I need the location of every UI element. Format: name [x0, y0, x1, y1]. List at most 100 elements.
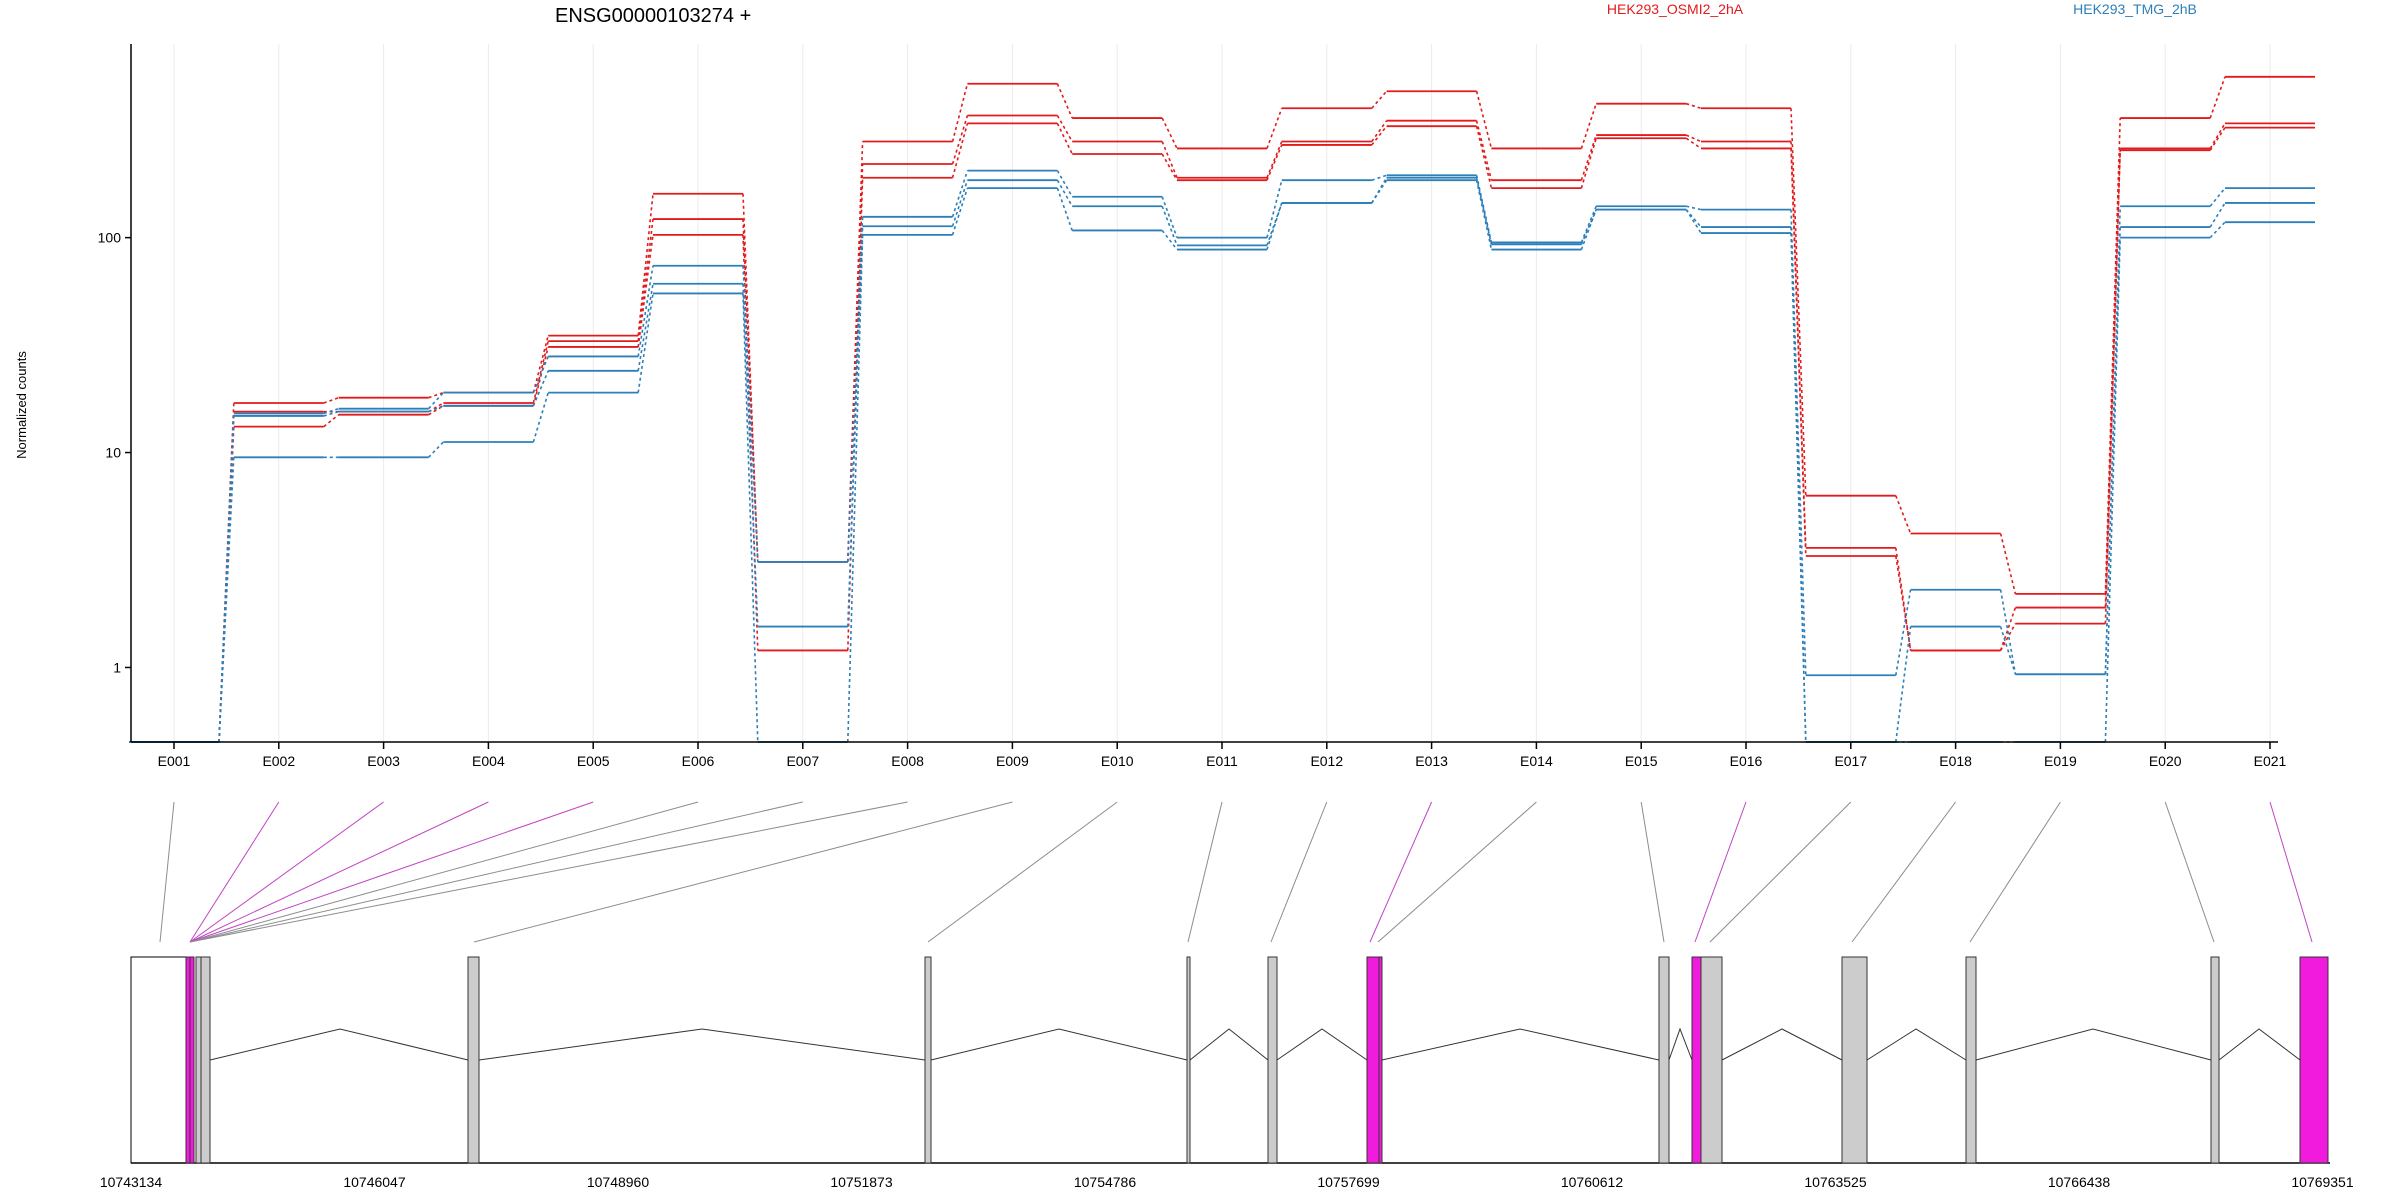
- intron: [1721, 1028, 1843, 1061]
- series-connector: [1475, 126, 1493, 189]
- series-connector: [428, 405, 444, 413]
- chart-title: ENSG00000103274 +: [555, 5, 751, 27]
- exon-connector: [1369, 801, 1433, 943]
- y-tick-label: 10: [105, 445, 121, 461]
- exon-connector: [1709, 801, 1852, 943]
- exon-connector: [473, 801, 1013, 943]
- series-connector: [1895, 626, 1912, 743]
- series-connector: [1580, 103, 1597, 149]
- series-connector: [1161, 153, 1178, 181]
- x-tick-label: E012: [1310, 753, 1343, 769]
- series-connector: [2209, 202, 2226, 228]
- series-connector: [847, 226, 864, 627]
- series-connector: [1371, 125, 1388, 146]
- series-connector: [1685, 134, 1702, 143]
- y-tick-label: 100: [98, 230, 122, 246]
- series-connector: [2104, 150, 2121, 624]
- exon-box: [1366, 956, 1380, 1164]
- series-connector: [532, 335, 549, 393]
- series-connector: [1266, 107, 1283, 149]
- exon-connector: [1640, 801, 1665, 943]
- exon-box: [1700, 956, 1723, 1164]
- exon-box: [1658, 956, 1670, 1164]
- genome-coordinate-label: 10754786: [1074, 1174, 1137, 1190]
- series-connector: [637, 283, 654, 371]
- exon-connector: [189, 801, 594, 943]
- series-connector: [1056, 83, 1073, 119]
- series-connector: [428, 392, 444, 410]
- exon-box: [189, 956, 195, 1164]
- intron: [1975, 1028, 2212, 1061]
- exon-box: [185, 956, 191, 1164]
- exon-connector: [1187, 801, 1223, 943]
- series-connector: [1056, 115, 1073, 142]
- series-connector: [532, 370, 549, 407]
- genome-coordinate-label: 10763525: [1804, 1174, 1867, 1190]
- series-connector: [1685, 102, 1702, 109]
- x-tick-label: E007: [786, 753, 819, 769]
- x-tick-label: E009: [996, 753, 1029, 769]
- series-connector: [428, 391, 444, 399]
- x-tick-label: E004: [472, 753, 505, 769]
- x-tick-label: E003: [367, 753, 400, 769]
- genome-coordinate-label: 10743134: [100, 1174, 163, 1190]
- series-connector: [1790, 209, 1807, 676]
- intron: [1381, 1028, 1660, 1061]
- genome-coordinate-label: 10748960: [587, 1174, 650, 1190]
- series-connector: [1685, 209, 1702, 228]
- series-connector: [218, 457, 235, 743]
- grid-lines: [173, 44, 2271, 742]
- series-connector: [1371, 174, 1387, 181]
- x-tick-label: E011: [1206, 753, 1238, 769]
- series-connector: [951, 179, 969, 227]
- genome-coordinate-label: 10757699: [1317, 1174, 1380, 1190]
- series-connector: [1580, 209, 1597, 250]
- series-connector: [1999, 623, 2017, 651]
- x-tick-label: E013: [1415, 753, 1448, 769]
- exon-box: [1267, 956, 1278, 1164]
- exon-box: [2210, 956, 2220, 1164]
- exon-connector: [1969, 801, 2061, 943]
- series-connector: [1161, 196, 1178, 238]
- exon-connector: [2269, 801, 2313, 943]
- series-connector: [847, 234, 864, 743]
- exon-box: [1186, 956, 1191, 1164]
- series-connector: [1895, 555, 1912, 651]
- series-connector: [2104, 237, 2121, 743]
- series-connector: [1266, 144, 1283, 181]
- genome-coordinate-label: 10766438: [2048, 1174, 2111, 1190]
- gene-model: 10743134 10746047 10748960 10751873 10754786…: [100, 956, 2354, 1190]
- series-connector: [1685, 209, 1702, 234]
- series-connector: [1999, 626, 2017, 675]
- exon-connector: [189, 801, 803, 943]
- exon-box: [1378, 956, 1383, 1164]
- series-connector: [1371, 179, 1388, 204]
- series-connector: [1161, 205, 1178, 246]
- exon-connector: [189, 801, 280, 943]
- x-tick-label: E021: [2254, 753, 2287, 769]
- exon-box: [2299, 956, 2329, 1164]
- exon-box: [467, 956, 480, 1164]
- x-tick-label: E019: [2044, 753, 2077, 769]
- series-connector: [1161, 141, 1178, 179]
- series-connector: [1266, 141, 1283, 179]
- x-tick-label: E008: [891, 753, 924, 769]
- y-axis-label: Normalized counts: [14, 351, 29, 459]
- series-connector: [951, 83, 969, 142]
- intron: [1866, 1028, 1967, 1061]
- series-connector: [532, 392, 549, 443]
- x-tick-label: E017: [1834, 753, 1867, 769]
- x-tick-label: E002: [262, 753, 295, 769]
- series-connector: [742, 293, 759, 743]
- intron: [1276, 1028, 1368, 1061]
- exon-connector: [189, 801, 384, 943]
- series-connector: [1056, 187, 1073, 231]
- series-connector: [1266, 202, 1283, 246]
- series-connector: [1056, 170, 1073, 198]
- series-connector: [1790, 148, 1807, 557]
- series-connector: [1999, 607, 2017, 651]
- x-tick-label: E016: [1730, 753, 1763, 769]
- exon-box: [200, 956, 211, 1164]
- series-connector: [1475, 91, 1493, 149]
